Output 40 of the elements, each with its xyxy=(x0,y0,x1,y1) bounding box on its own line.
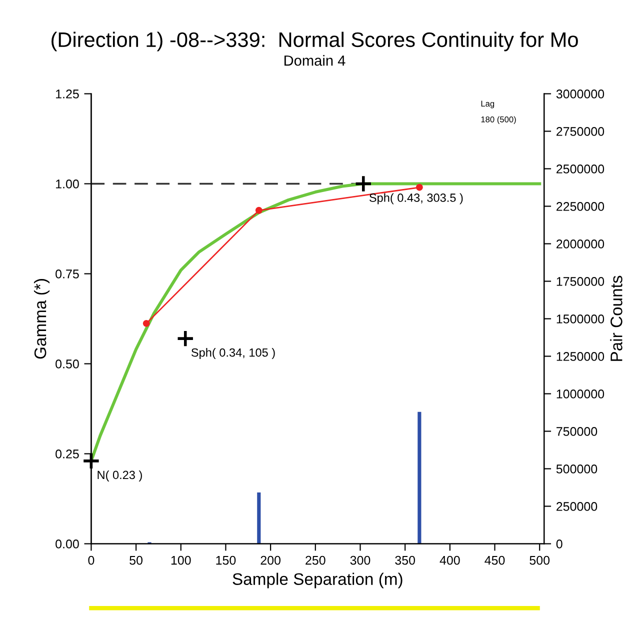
y-tick-label: 0.50 xyxy=(56,360,79,368)
y2-tick-label: 2250000 xyxy=(556,202,604,211)
annotation: N( 0.23 ) xyxy=(98,470,142,482)
x-tick-label: 0 xyxy=(88,556,94,565)
y-tick-label: 0.75 xyxy=(56,270,79,278)
x-tick-label: 150 xyxy=(216,556,236,565)
y-tick-label: 0.25 xyxy=(56,450,79,458)
x-tick-label: 450 xyxy=(484,556,505,565)
y2-tick-label: 250000 xyxy=(556,502,598,511)
y2-tick-label: 3000000 xyxy=(556,90,604,98)
y2-tick-label: 500000 xyxy=(556,464,598,474)
x-tick-label: 300 xyxy=(350,556,370,565)
chart-title: (Direction 1) -08-->339: Normal Scores Continuity for Mo xyxy=(52,32,578,52)
chart-subtitle: Domain 4 xyxy=(284,55,346,66)
x-tick-label: 350 xyxy=(395,556,416,565)
y2-tick-label: 0 xyxy=(556,540,562,548)
annotation: Sph( 0.34, 105 ) xyxy=(191,348,275,360)
x-tick-label: 50 xyxy=(130,556,143,565)
y2-axis-title: Pair Counts xyxy=(610,276,622,361)
y2-tick-label: 2000000 xyxy=(556,240,604,248)
y2-tick-label: 2750000 xyxy=(556,127,604,136)
y2-tick-label: 1000000 xyxy=(556,390,604,398)
y-tick-label: 1.00 xyxy=(56,180,79,188)
x-tick-label: 400 xyxy=(440,556,460,565)
y-axis-title: Gamma (*) xyxy=(34,279,50,359)
annotation: Sph( 0.43, 303.5 ) xyxy=(369,193,463,204)
y2-tick-label: 2500000 xyxy=(556,164,604,174)
y2-tick-label: 750000 xyxy=(556,427,598,436)
y2-tick-label: 1500000 xyxy=(556,314,604,324)
x-tick-label: 250 xyxy=(306,556,326,565)
y2-tick-label: 1250000 xyxy=(556,352,604,361)
annotation: Lag xyxy=(481,100,494,108)
y-tick-label: 0.00 xyxy=(56,540,79,548)
annotation: 180 (500) xyxy=(481,116,516,124)
x-tick-label: 500 xyxy=(530,556,550,565)
y-tick-label: 1.25 xyxy=(56,90,79,98)
y2-tick-label: 1750000 xyxy=(556,277,604,286)
x-tick-label: 200 xyxy=(260,556,281,565)
x-tick-label: 100 xyxy=(171,556,191,565)
x-axis-title: Sample Separation (m) xyxy=(232,572,402,588)
